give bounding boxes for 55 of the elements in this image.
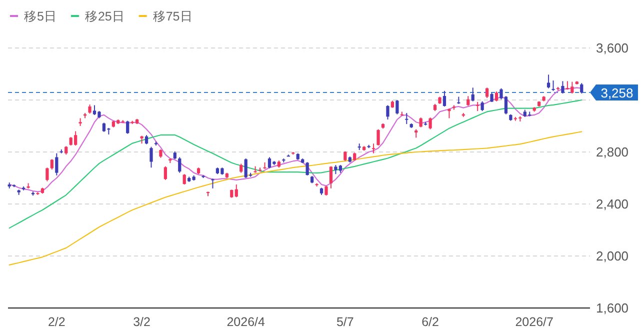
x-tick-label: 2026/4 (226, 315, 266, 329)
candlestick (490, 92, 494, 102)
y-tick-label: 2,400 (596, 196, 629, 212)
legend-label: 移25日 (84, 10, 125, 24)
candlestick (442, 90, 446, 107)
x-tick-label: 2026/7 (515, 315, 554, 329)
candlestick (178, 156, 182, 174)
candlestick (234, 184, 238, 198)
candlestick (126, 120, 130, 134)
candlestick (50, 158, 54, 170)
candlestick (405, 112, 408, 125)
x-tick-label: 6/2 (422, 315, 440, 329)
candlestick (480, 100, 484, 112)
candlestick (164, 166, 167, 180)
y-tick-label: 3,600 (596, 40, 629, 56)
candlestick (476, 101, 480, 112)
legend-label: 移75日 (152, 10, 193, 24)
y-tick-label: 2,800 (596, 144, 629, 160)
x-tick-label: 3/2 (133, 315, 151, 329)
legend-label: 移5日 (24, 10, 57, 24)
candlestick (55, 152, 58, 176)
candlestick (182, 174, 186, 185)
candlestick (471, 87, 474, 102)
candlestick (46, 167, 49, 182)
candlestick (561, 80, 564, 94)
candlestick (306, 162, 309, 176)
candlestick (448, 108, 451, 119)
line-series (8, 87, 582, 192)
candlestick (88, 104, 92, 114)
candlestick (485, 87, 489, 99)
candlestick (494, 91, 498, 102)
line-series (8, 99, 582, 229)
candlestick (386, 104, 390, 120)
candlestick (372, 143, 376, 154)
candlestick (428, 117, 432, 130)
candlestick (396, 100, 399, 115)
candlestick (150, 146, 153, 168)
candlestick (324, 185, 328, 196)
y-tick-label: 1,600 (596, 300, 629, 316)
candlestick (211, 178, 214, 189)
candlestick (466, 96, 470, 106)
y-tick-label: 2,000 (596, 248, 629, 264)
x-tick-label: 5/7 (336, 315, 354, 329)
x-tick-label: 2/2 (48, 315, 66, 329)
candlestick (144, 134, 148, 145)
candlestick (329, 166, 333, 189)
ref-line-label: 3,258 (600, 85, 634, 100)
candlestick (376, 128, 380, 146)
candlestick (240, 163, 243, 174)
line-series (8, 131, 582, 266)
candlestick (546, 74, 550, 89)
candlestick (102, 122, 106, 132)
candlestick (552, 80, 555, 92)
candlestick (580, 82, 584, 94)
candlestick (419, 117, 422, 128)
